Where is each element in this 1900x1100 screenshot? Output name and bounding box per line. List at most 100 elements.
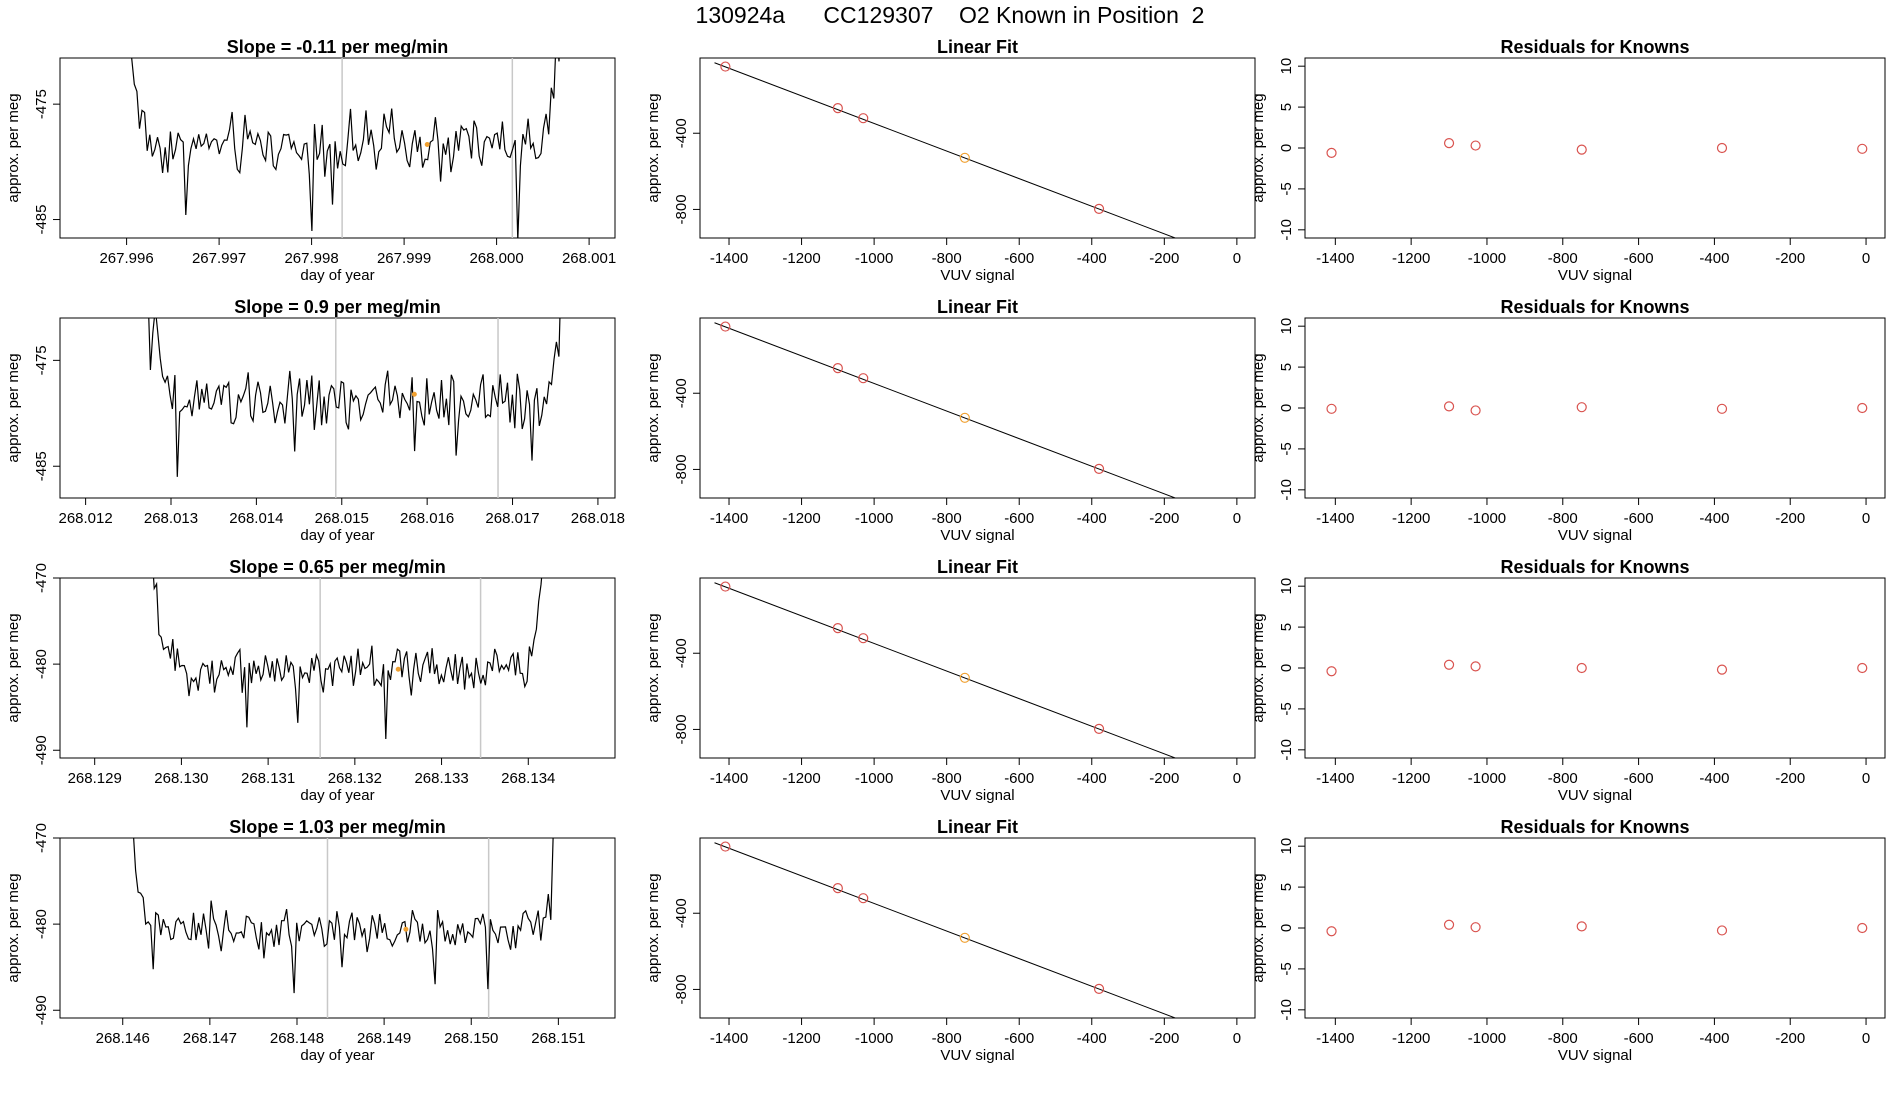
data-point: [1576, 402, 1587, 413]
y-tick-label: -475: [33, 89, 50, 119]
data-point: [720, 61, 731, 72]
x-tick-label: -600: [1624, 770, 1654, 787]
x-tick-label: -1400: [710, 510, 748, 527]
x-tick-label: -1200: [1392, 250, 1430, 267]
data-point: [1443, 401, 1455, 412]
panel-title: Residuals for Knowns: [1500, 297, 1689, 317]
data-point: [1576, 144, 1587, 155]
x-tick-label: -600: [1624, 510, 1654, 527]
fit-panel-1: Linear Fit -1400 -1200 -1000 -800 -600 -400 -20…: [645, 297, 1256, 544]
y-tick-label: 0: [1278, 144, 1295, 152]
x-tick-label: -1400: [1316, 250, 1354, 267]
fit-panel-3: Linear Fit -1400 -1200 -1000 -800 -600 -400 -20…: [645, 817, 1256, 1064]
x-tick-label: 268.148: [270, 1030, 324, 1047]
y-tick-label: -490: [33, 995, 50, 1025]
x-axis-label: day of year: [300, 267, 374, 284]
y-tick-label: 0: [1278, 404, 1295, 412]
x-tick-label: 268.132: [328, 770, 382, 787]
y-tick-label: -400: [673, 898, 690, 928]
plot-frame: [699, 57, 1256, 239]
y-tick-label: 10: [1278, 578, 1295, 595]
x-tick-label: 268.133: [414, 770, 468, 787]
plot-frame: [699, 317, 1256, 499]
x-tick-label: -600: [1004, 510, 1034, 527]
x-tick-label: 268.150: [444, 1030, 498, 1047]
y-axis-label: approx. per meg: [645, 353, 662, 462]
x-tick-label: -1200: [782, 250, 820, 267]
data-point: [1716, 403, 1728, 414]
data-point: [1576, 662, 1587, 674]
x-tick-label: 268.018: [571, 510, 625, 527]
timeseries-panel-2: Slope = 0.65 per meg/min 268.129 268.130 26…: [5, 557, 616, 804]
y-tick-label: -490: [33, 735, 50, 765]
x-axis-label: VUV signal: [1558, 527, 1632, 544]
x-tick-label: -1400: [1316, 770, 1354, 787]
plot-frame: [1304, 317, 1886, 499]
y-tick-label: 5: [1278, 883, 1295, 891]
panel-title: Slope = 0.9 per meg/min: [234, 297, 441, 317]
data-point: [1857, 662, 1868, 674]
x-tick-label: 268.016: [400, 510, 454, 527]
x-tick-label: 268.012: [58, 510, 112, 527]
data-trace: [152, 578, 543, 740]
x-tick-label: -400: [1077, 770, 1107, 787]
plot-frame: [1304, 577, 1886, 759]
x-tick-label: 268.014: [229, 510, 283, 527]
x-tick-label: 268.147: [183, 1030, 237, 1047]
highlight-point: [424, 142, 430, 148]
plot-frame: [59, 317, 616, 499]
x-tick-label: -1200: [1392, 1030, 1430, 1047]
data-point: [858, 893, 869, 904]
x-tick-label: -600: [1004, 250, 1034, 267]
y-tick-label: 5: [1278, 103, 1295, 111]
data-point: [720, 841, 731, 852]
x-tick-label: 268.130: [154, 770, 208, 787]
x-tick-label: -400: [1077, 1030, 1107, 1047]
x-tick-label: -400: [1077, 510, 1107, 527]
y-tick-label: 10: [1278, 318, 1295, 335]
y-tick-label: -5: [1278, 442, 1295, 455]
x-tick-label: -1000: [1468, 1030, 1506, 1047]
y-axis-label: approx. per meg: [1250, 93, 1267, 202]
y-tick-label: -800: [673, 454, 690, 484]
data-point: [1857, 402, 1868, 414]
x-tick-label: 268.146: [96, 1030, 150, 1047]
figure-title: 130924a CC129307 O2 Known in Position 2: [695, 2, 1205, 28]
x-tick-label: 267.998: [284, 250, 338, 267]
plot-frame: [1304, 57, 1886, 239]
x-tick-label: -600: [1624, 250, 1654, 267]
panel-title: Slope = 1.03 per meg/min: [229, 817, 446, 837]
x-tick-label: 268.000: [469, 250, 523, 267]
highlight-point: [959, 152, 970, 163]
x-tick-label: -200: [1775, 510, 1805, 527]
y-axis-label: approx. per meg: [645, 613, 662, 722]
data-point: [1716, 142, 1728, 154]
data-point: [1093, 983, 1105, 994]
y-tick-label: 10: [1278, 58, 1295, 75]
x-tick-label: -800: [1548, 510, 1578, 527]
plot-area: [1326, 401, 1868, 416]
x-tick-label: -400: [1699, 1030, 1729, 1047]
x-tick-label: 0: [1862, 250, 1870, 267]
x-tick-label: 268.134: [501, 770, 555, 787]
y-tick-label: 0: [1278, 664, 1295, 672]
data-point: [858, 113, 869, 124]
y-tick-label: -800: [673, 714, 690, 744]
data-point: [720, 321, 731, 332]
highlight-point: [959, 672, 970, 683]
x-tick-label: -200: [1775, 770, 1805, 787]
panel-title: Residuals for Knowns: [1500, 37, 1689, 57]
x-tick-label: -800: [932, 1030, 962, 1047]
x-tick-label: -1400: [710, 1030, 748, 1047]
x-tick-label: 0: [1233, 770, 1241, 787]
y-axis-label: approx. per meg: [5, 353, 22, 462]
data-point: [832, 622, 843, 634]
y-tick-label: -5: [1278, 702, 1295, 715]
timeseries-panel-3: Slope = 1.03 per meg/min 268.146 268.147 26…: [5, 817, 616, 1064]
data-point: [1326, 147, 1337, 159]
data-point: [832, 362, 843, 374]
y-axis-label: approx. per meg: [5, 873, 22, 982]
data-point: [1443, 659, 1455, 670]
x-tick-label: -1000: [855, 1030, 893, 1047]
x-tick-label: -800: [932, 510, 962, 527]
